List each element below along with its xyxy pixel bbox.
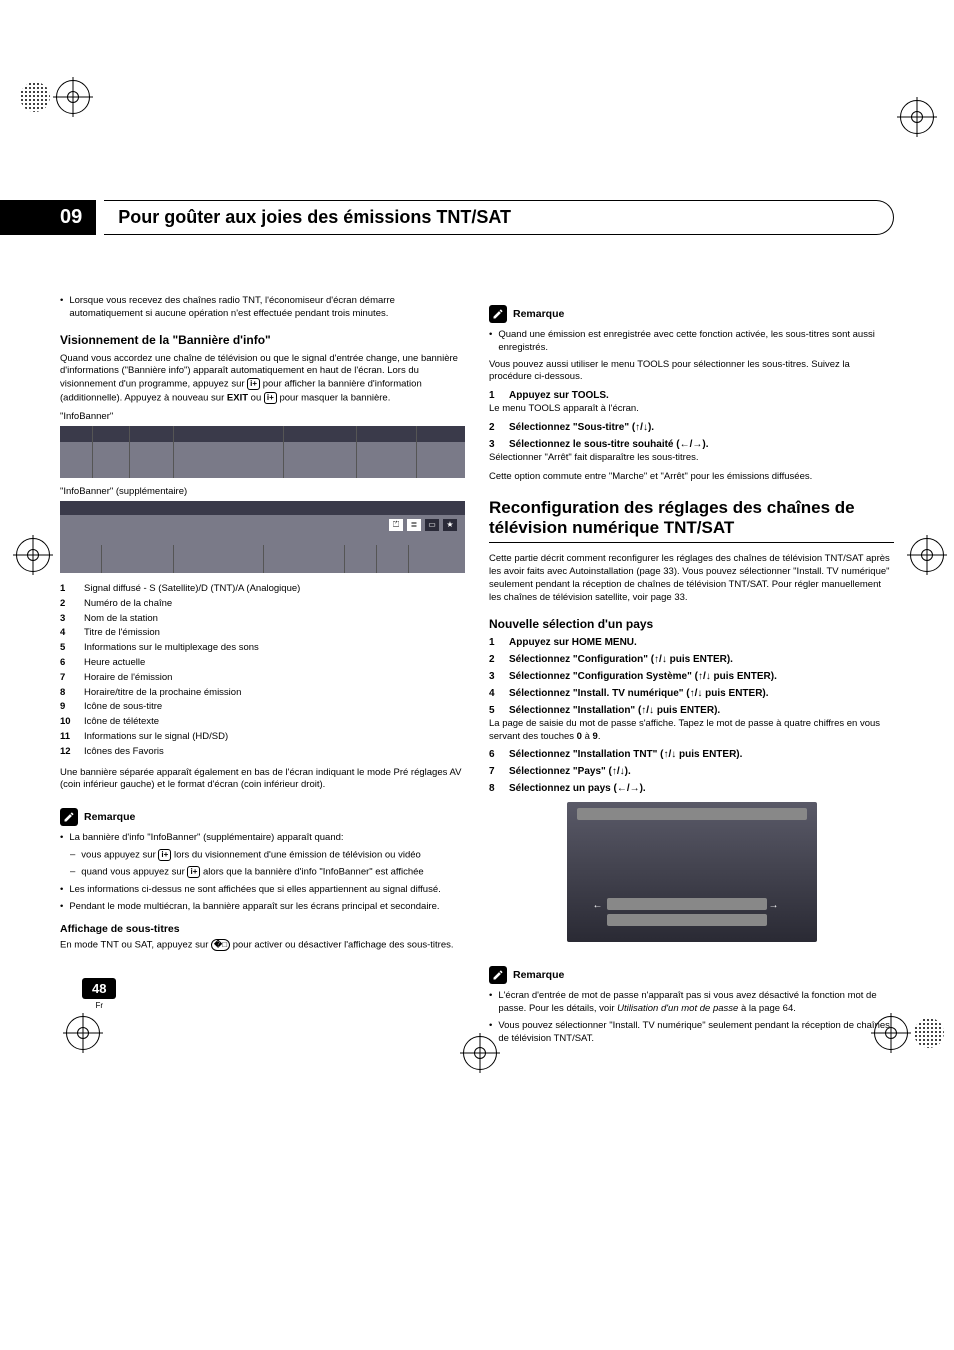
left-column: Lorsque vous recevez des chaînes radio T… — [60, 295, 465, 1050]
pencil-icon — [489, 305, 507, 323]
banner-note: Une bannière séparée apparaît également … — [60, 767, 465, 793]
heading-banner-info: Visionnement de la "Bannière d'info" — [60, 333, 465, 347]
teletext-icon: ≣ — [407, 519, 421, 531]
note-badge: Remarque — [489, 305, 564, 323]
subtitle-icon: ⏍ — [389, 519, 403, 531]
chapter-header: 09 Pour goûter aux joies des émissions T… — [60, 200, 894, 235]
caption-infobanner-supp: "InfoBanner" (supplémentaire) — [60, 486, 465, 497]
info-plus-icon: i+ — [264, 392, 277, 404]
page-number: 48 — [82, 978, 116, 999]
page-footer: 48 Fr — [82, 978, 116, 1010]
chapter-title: Pour goûter aux joies des émissions TNT/… — [118, 207, 511, 227]
bullet-icon — [60, 295, 63, 321]
left-arrow-icon: ← — [593, 900, 603, 911]
chapter-title-wrap: Pour goûter aux joies des émissions TNT/… — [104, 200, 894, 235]
infobanner-figure — [60, 426, 465, 478]
signal-icon: ▭ — [425, 519, 439, 531]
pencil-icon — [60, 808, 78, 826]
subtitle-button-icon: �□ — [211, 939, 230, 951]
page-language: Fr — [82, 1001, 116, 1010]
info-plus-icon: i+ — [247, 378, 260, 390]
heading-subtitles: Affichage de sous-titres — [60, 923, 465, 935]
chapter-number: 09 — [60, 206, 82, 228]
caption-infobanner: "InfoBanner" — [60, 411, 465, 422]
legend-list: 1Signal diffusé - S (Satellite)/D (TNT)/… — [60, 583, 465, 759]
favorite-icon: ★ — [443, 519, 457, 531]
right-column: Remarque Quand une émission est enregist… — [489, 295, 894, 1050]
note-label: Remarque — [513, 308, 564, 320]
tools-paragraph: Vous pouvez aussi utiliser le menu TOOLS… — [489, 359, 894, 385]
banner-paragraph: Quand vous accordez une chaîne de télévi… — [60, 353, 465, 405]
reconfig-paragraph: Cette partie décrit comment reconfigurer… — [489, 553, 894, 604]
note-label: Remarque — [84, 811, 135, 823]
heading-new-country: Nouvelle sélection d'un pays — [489, 617, 894, 631]
info-plus-icon: i+ — [158, 849, 171, 861]
chapter-number-badge: 09 — [0, 200, 96, 235]
info-plus-icon: i+ — [187, 866, 200, 878]
right-arrow-icon: → — [769, 900, 779, 911]
note-badge: Remarque — [60, 808, 135, 826]
note-badge: Remarque — [489, 966, 564, 984]
intro-bullet: Lorsque vous recevez des chaînes radio T… — [69, 295, 465, 321]
subtitles-paragraph: En mode TNT ou SAT, appuyez sur �□ pour … — [60, 939, 465, 952]
config-screen-figure: ← → — [567, 802, 817, 942]
pencil-icon — [489, 966, 507, 984]
heading-reconfiguration: Reconfiguration des réglages des chaînes… — [489, 498, 894, 539]
note-label: Remarque — [513, 969, 564, 981]
infobanner-supp-figure: ⏍ ≣ ▭ ★ — [60, 501, 465, 573]
heading-rule — [489, 542, 894, 543]
